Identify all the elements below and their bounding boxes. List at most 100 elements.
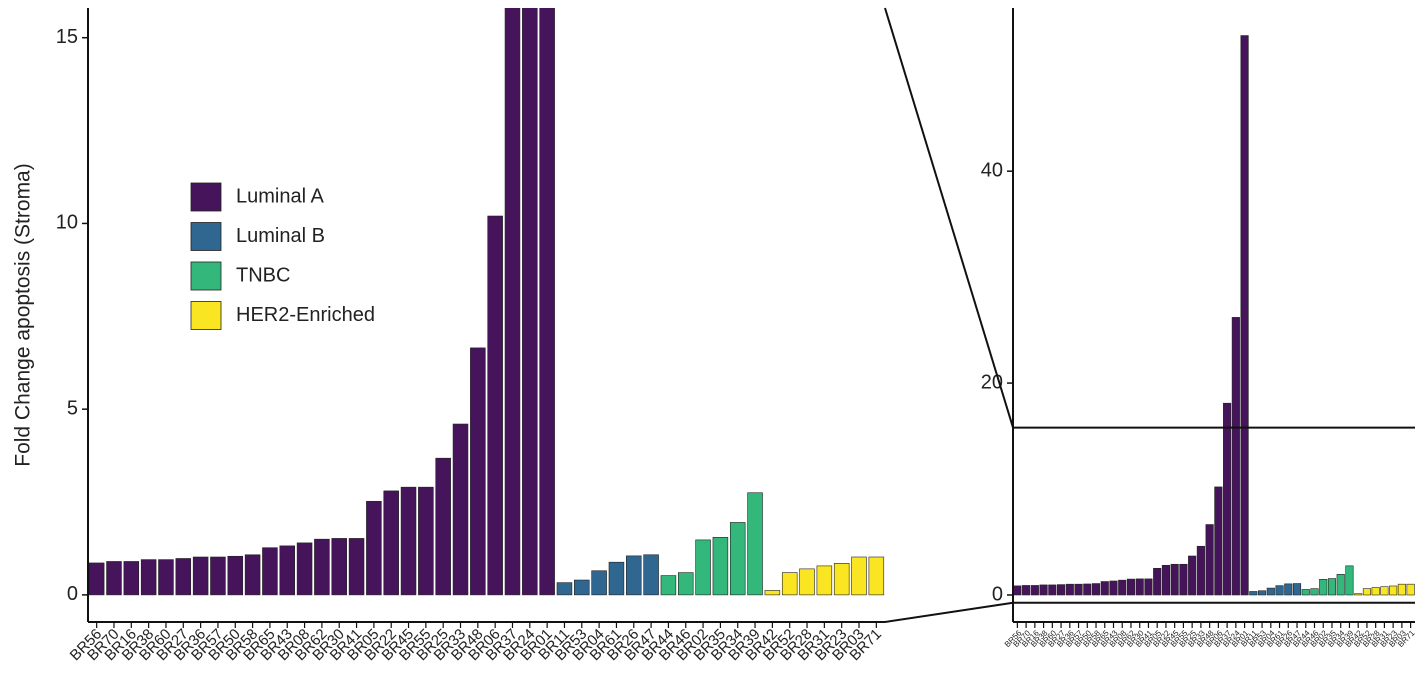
bar	[1336, 574, 1345, 596]
zoom-connector	[884, 7, 1014, 428]
bar	[591, 570, 607, 596]
bar	[1240, 35, 1249, 596]
bar	[712, 537, 729, 596]
bar	[1109, 580, 1118, 596]
bar	[833, 563, 850, 596]
bar	[868, 556, 885, 596]
bar	[1091, 583, 1101, 596]
legend-swatch	[190, 182, 222, 212]
legend-label: HER2-Enriched	[236, 304, 375, 326]
bar	[314, 538, 330, 596]
bar	[296, 542, 313, 596]
bar	[158, 559, 174, 596]
bar	[1397, 583, 1406, 596]
bar	[1301, 589, 1310, 596]
bar	[1292, 583, 1302, 596]
bar	[608, 561, 625, 596]
bar	[1319, 579, 1328, 596]
legend-swatch	[190, 261, 222, 291]
bar	[400, 486, 417, 596]
bar	[1249, 591, 1258, 596]
bar	[574, 579, 590, 596]
y-axis-label: Fold Change apoptosis (Stroma)	[12, 163, 35, 467]
bar	[1327, 578, 1337, 596]
y-tick-label: 10	[56, 212, 78, 234]
bar	[1118, 579, 1127, 596]
bars	[88, 8, 885, 596]
bar	[470, 347, 486, 596]
bar	[1380, 586, 1389, 596]
y-tick-label: 0	[67, 583, 78, 605]
bar	[1144, 578, 1153, 596]
bar	[522, 8, 538, 596]
bar	[626, 555, 642, 596]
y-tick-label: 5	[67, 397, 78, 419]
bar	[1196, 545, 1205, 596]
bar	[227, 555, 244, 596]
bar	[556, 582, 573, 596]
bar	[1030, 585, 1039, 596]
legend-label: TNBC	[236, 264, 290, 286]
legend-swatch	[190, 222, 222, 251]
bar	[106, 561, 122, 596]
bar	[677, 572, 694, 596]
bar	[88, 562, 105, 596]
y-tick-label: 15	[56, 26, 78, 48]
bar	[1205, 524, 1214, 596]
bar	[504, 8, 521, 596]
bar	[1013, 585, 1022, 596]
bar	[1100, 581, 1109, 596]
bar	[1231, 317, 1240, 596]
bar	[1188, 555, 1197, 596]
bar	[851, 556, 867, 596]
bar	[210, 556, 226, 596]
bar	[643, 554, 659, 596]
legend-label: Luminal A	[236, 185, 324, 207]
bar	[799, 568, 815, 596]
bar	[1275, 585, 1284, 596]
bar	[383, 490, 399, 596]
bar	[1214, 486, 1223, 596]
bar	[418, 486, 434, 596]
bar	[781, 572, 798, 596]
bar	[816, 565, 833, 596]
bar	[1362, 588, 1371, 596]
bar	[1284, 583, 1293, 596]
bar	[1266, 587, 1275, 596]
bar	[539, 8, 555, 596]
bar	[1048, 584, 1057, 596]
bar	[1039, 584, 1048, 596]
bar	[192, 556, 209, 596]
bar	[1057, 584, 1066, 596]
bar	[1389, 585, 1398, 596]
bar	[1074, 583, 1083, 596]
bar	[1126, 578, 1136, 596]
bar	[1371, 587, 1380, 596]
bar	[1345, 565, 1354, 596]
bar	[244, 554, 261, 596]
bar	[729, 522, 746, 596]
bar	[1153, 567, 1162, 596]
bar	[140, 559, 157, 596]
bar	[764, 590, 781, 596]
zoom-connector	[884, 601, 1014, 623]
bar	[1170, 563, 1179, 596]
bar	[1258, 590, 1267, 596]
bar	[1135, 578, 1144, 596]
bar	[435, 457, 451, 596]
bar	[695, 539, 711, 596]
bar	[331, 538, 347, 596]
bar	[1022, 585, 1031, 596]
bar	[175, 558, 192, 596]
bar	[279, 545, 296, 596]
bar	[747, 492, 763, 596]
bar	[123, 561, 140, 596]
bar	[348, 538, 365, 596]
bars	[1013, 35, 1415, 596]
bar	[1065, 583, 1074, 596]
bar	[452, 423, 469, 596]
legend-label: Luminal B	[236, 225, 325, 247]
bar	[1354, 593, 1363, 596]
